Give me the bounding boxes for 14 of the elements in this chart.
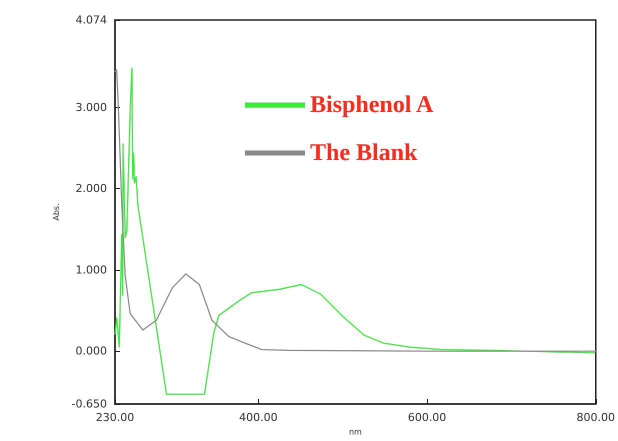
y-tick-label: 3.000 [76, 100, 107, 114]
y-tick-label: 2.000 [76, 182, 107, 196]
x-tick-label: 600.00 [408, 411, 446, 424]
x-tick-label: 400.00 [239, 411, 278, 424]
legend-label: The Blank [310, 140, 418, 166]
legend-label: Bisphenol A [310, 92, 434, 118]
y-tick-label: -0.650 [72, 398, 107, 410]
y-tick-label: 4.074 [76, 14, 107, 26]
y-tick-label: 0.000 [76, 344, 107, 358]
x-tick-label: 230.00 [96, 411, 134, 424]
y-axis-title: Abs. [52, 203, 62, 221]
x-tick-label: 800.00 [576, 411, 616, 424]
x-axis-title: nm [348, 428, 362, 436]
y-tick-label: 1.000 [76, 263, 107, 276]
